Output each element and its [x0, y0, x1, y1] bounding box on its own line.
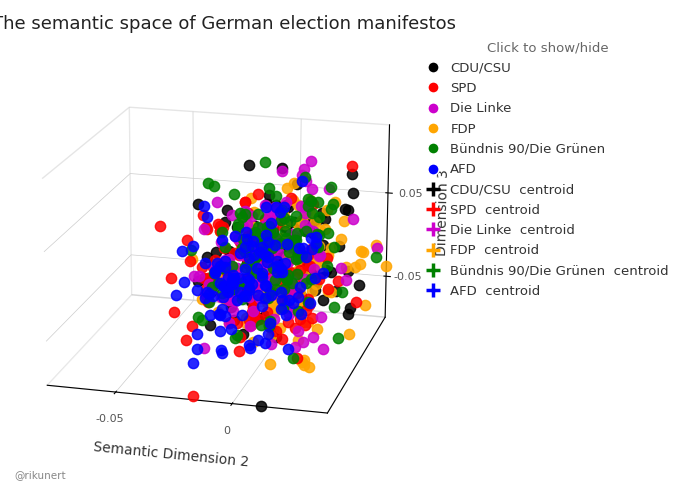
Text: The semantic space of German election manifestos: The semantic space of German election ma… [0, 15, 456, 33]
Text: @rikunert: @rikunert [14, 470, 66, 480]
X-axis label: Semantic Dimension 2: Semantic Dimension 2 [92, 440, 249, 469]
Legend: CDU/CSU, SPD, Die Linke, FDP, Bündnis 90/Die Grünen, AFD, CDU/CSU  centroid, SPD: CDU/CSU, SPD, Die Linke, FDP, Bündnis 90… [426, 42, 669, 298]
